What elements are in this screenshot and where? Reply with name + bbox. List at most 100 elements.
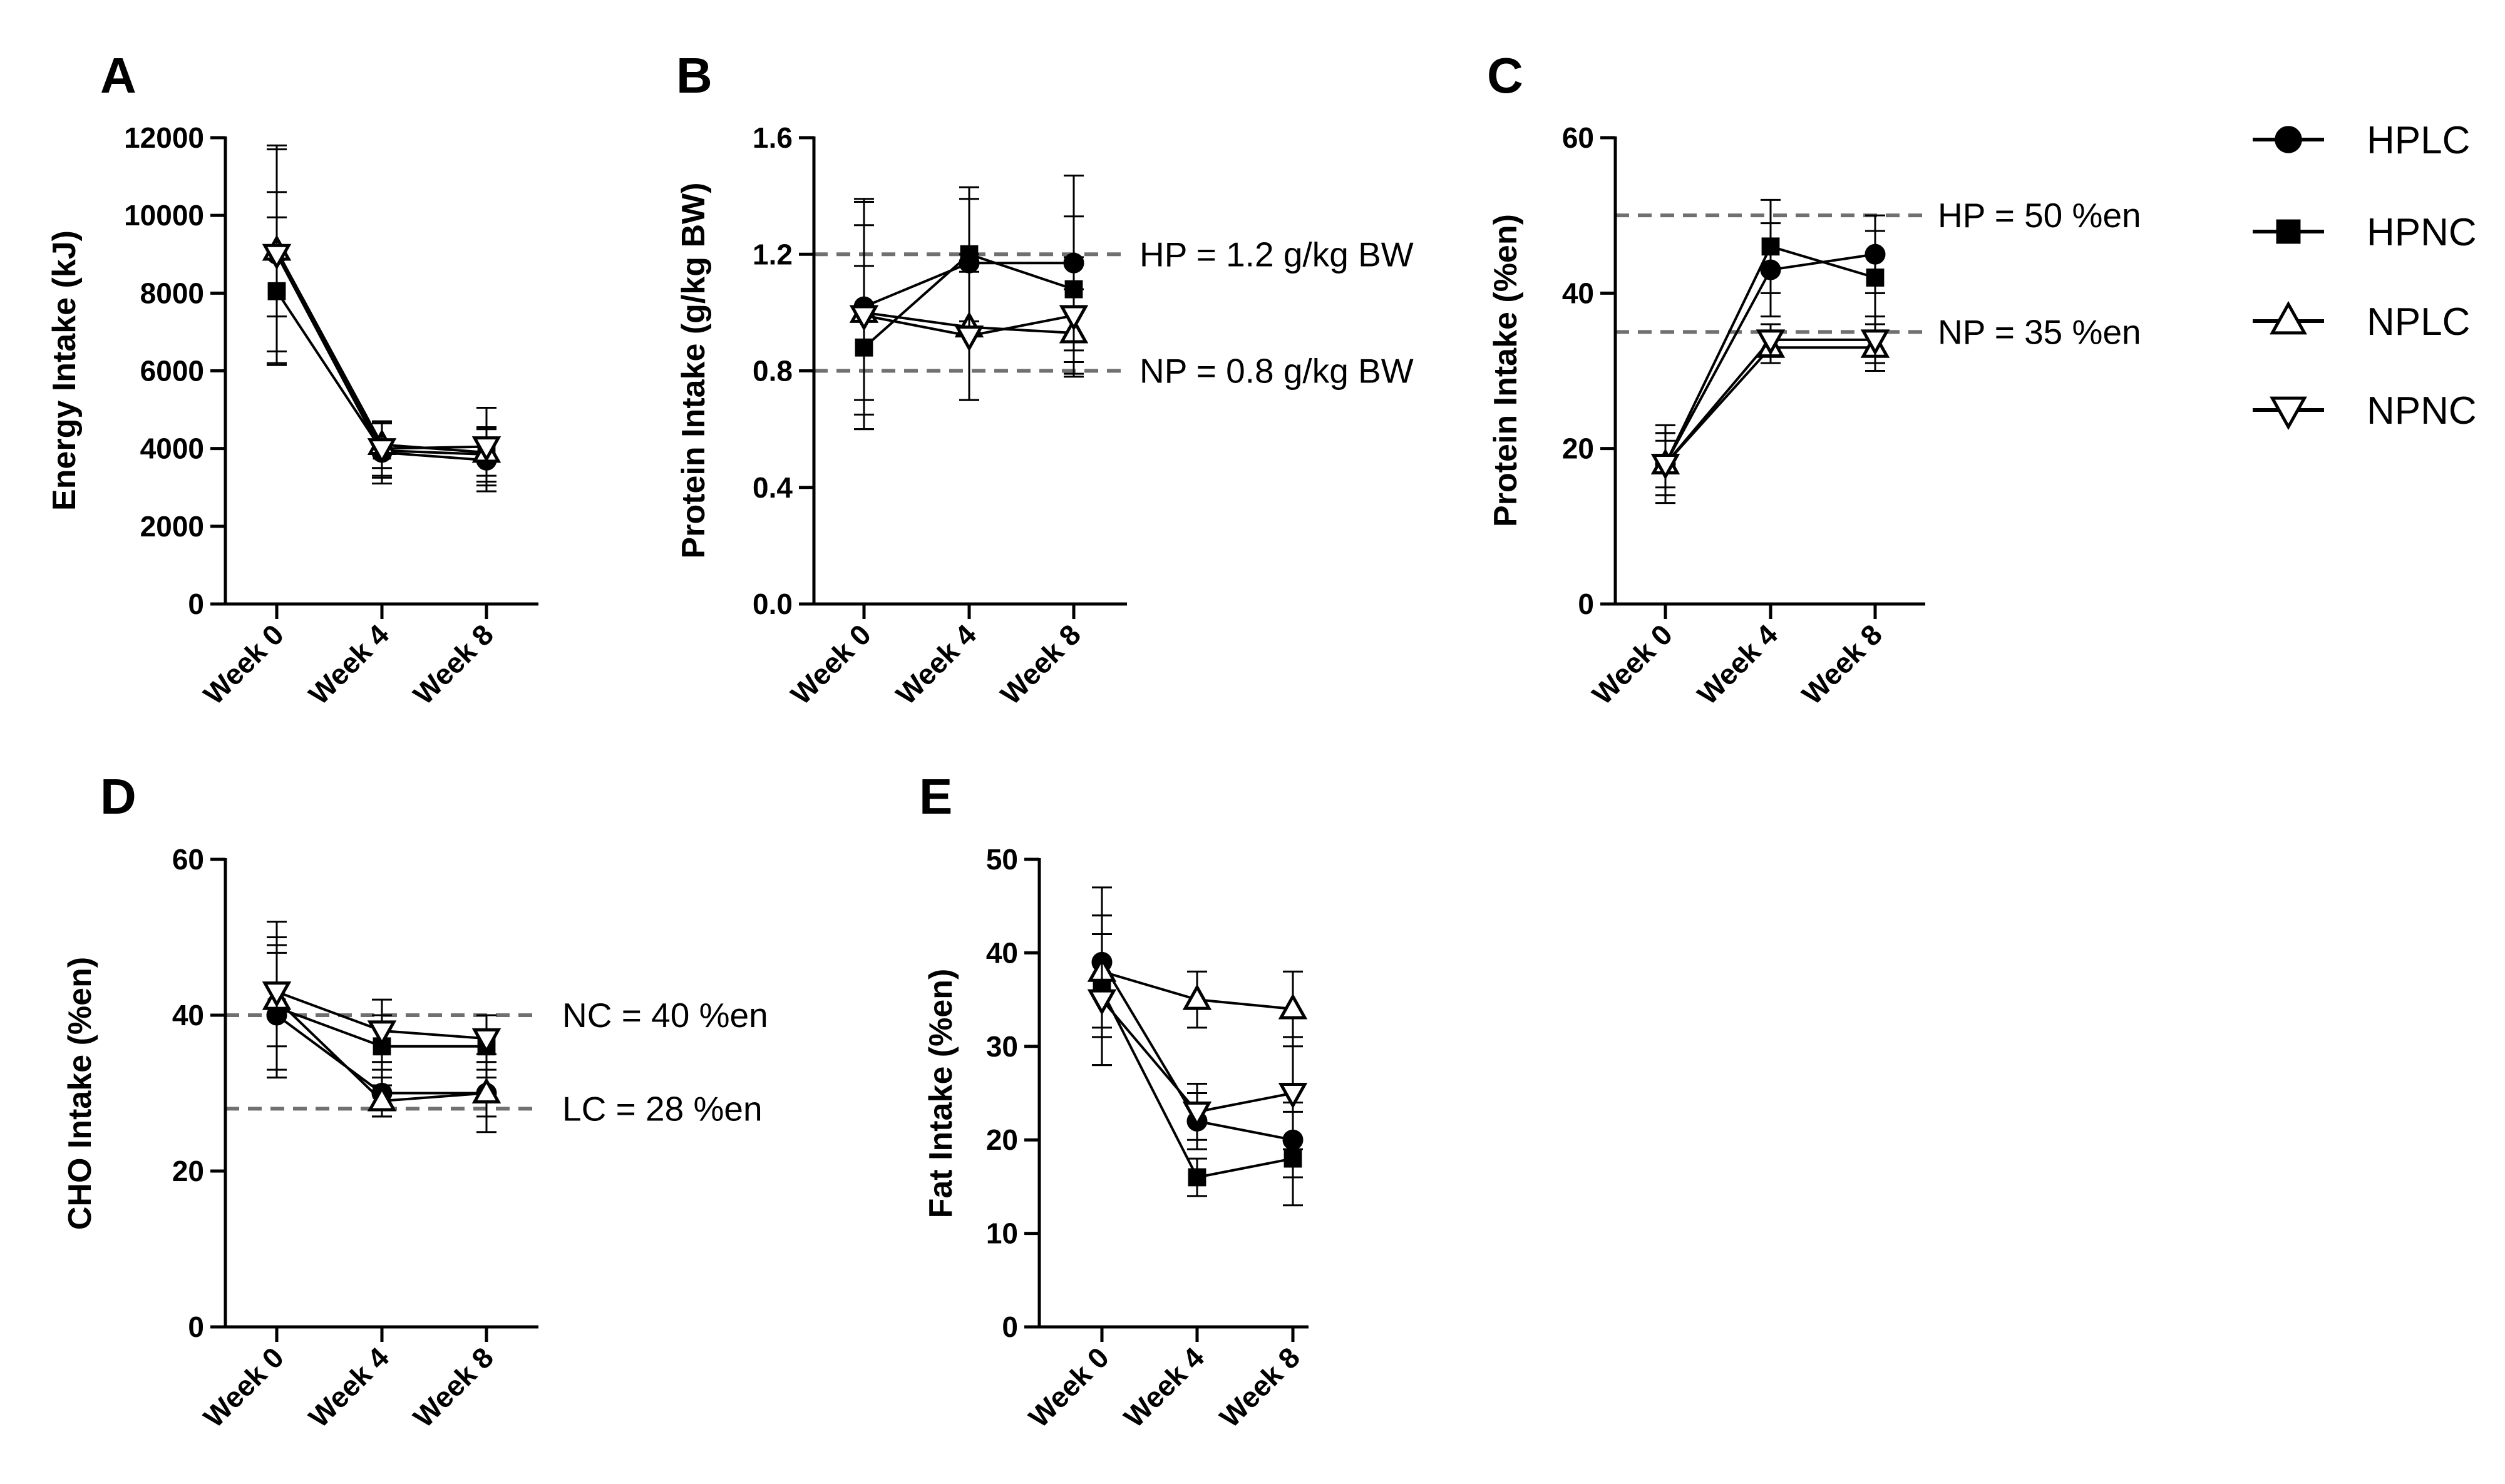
data-point xyxy=(1188,1168,1206,1187)
y-tick-label: 0.0 xyxy=(753,588,793,620)
x-tick-label: Week 0 xyxy=(1586,618,1679,710)
data-point xyxy=(367,1085,397,1112)
data-point xyxy=(1087,989,1117,1016)
y-tick-label: 60 xyxy=(1562,121,1594,154)
y-tick-label: 4000 xyxy=(140,432,204,465)
y-tick-label: 40 xyxy=(986,936,1018,969)
y-tick-label: 0 xyxy=(1578,588,1594,620)
legend-item-npnc: NPNC xyxy=(2253,389,2477,432)
panel-c: C Protein Intake (%en) HP = 50 %en NP = 35 … xyxy=(1487,48,2141,711)
legend-marker xyxy=(2275,126,2302,153)
y-tick-label: 0 xyxy=(188,588,204,620)
data-point xyxy=(1059,305,1089,332)
y-tick-label: 12000 xyxy=(124,121,204,154)
y-tick-label: 40 xyxy=(172,999,204,1031)
x-tick-label: Week 4 xyxy=(1691,618,1784,711)
y-axis-title: Protein Intake (%en) xyxy=(1488,214,1524,527)
panel-e: E Fat Intake (%en) 0 10 20 30 40 50 Week 0 Week 4… xyxy=(919,769,1309,1434)
reference-line-label: NP = 35 %en xyxy=(1938,312,2141,351)
y-axis-title: Energy Intake (kJ) xyxy=(46,230,83,511)
x-tick-label: Week 0 xyxy=(197,618,290,710)
legend-marker xyxy=(2276,219,2301,244)
panel-letter: A xyxy=(100,48,136,103)
legend: HPLC HPNC NPLC NPNC xyxy=(2253,119,2477,432)
data-point xyxy=(1182,1101,1212,1128)
y-tick-label: 8000 xyxy=(140,277,204,309)
data-point xyxy=(262,243,292,270)
y-tick-label: 6000 xyxy=(140,355,204,387)
y-tick-label: 20 xyxy=(1562,432,1594,465)
y-tick-label: 50 xyxy=(986,843,1018,876)
x-tick-label: Week 8 xyxy=(1213,1341,1306,1433)
data-point xyxy=(1182,983,1212,1010)
panel-letter: C xyxy=(1487,48,1523,103)
data-point xyxy=(849,305,879,332)
x-tick-label: Week 0 xyxy=(784,618,877,710)
y-tick-label: 30 xyxy=(986,1030,1018,1063)
legend-label: NPLC xyxy=(2367,300,2470,344)
y-tick-label: 1.6 xyxy=(753,121,793,154)
y-axis-title: CHO Intake (%en) xyxy=(62,957,98,1230)
x-tick-label: Week 0 xyxy=(197,1341,290,1433)
panel-b: B Protein Intake (g/kg BW) HP = 1.2 g/kg B… xyxy=(676,48,1414,711)
panel-letter: B xyxy=(676,48,712,103)
series-nplc xyxy=(1087,914,1308,1048)
data-point xyxy=(367,438,397,464)
x-tick-label: Week 8 xyxy=(407,1341,500,1433)
data-point xyxy=(471,436,502,463)
y-tick-label: 10000 xyxy=(124,199,204,232)
series-line xyxy=(275,253,487,450)
series-npnc xyxy=(1650,315,1890,489)
y-tick-label: 10 xyxy=(986,1217,1018,1250)
reference-line-label: NP = 0.8 g/kg BW xyxy=(1139,352,1414,391)
y-axis-title: Protein Intake (g/kg BW) xyxy=(676,183,712,559)
legend-item-hplc: HPLC xyxy=(2253,119,2470,162)
y-tick-label: 60 xyxy=(172,843,204,876)
data-point xyxy=(1761,237,1780,256)
legend-label: NPNC xyxy=(2367,389,2477,432)
x-tick-label: Week 4 xyxy=(302,618,396,711)
y-tick-label: 0.4 xyxy=(753,471,793,504)
panel-d: D CHO Intake (%en) NC = 40 %en LC = 28 %en 0… xyxy=(62,769,768,1434)
x-tick-label: Week 4 xyxy=(302,1341,396,1434)
x-tick-label: Week 4 xyxy=(890,618,983,711)
y-tick-label: 20 xyxy=(986,1123,1018,1156)
y-tick-label: 20 xyxy=(172,1155,204,1187)
reference-line-label: NC = 40 %en xyxy=(562,996,768,1035)
legend-item-nplc: NPLC xyxy=(2253,300,2470,344)
data-point xyxy=(262,981,292,1008)
legend-label: HPNC xyxy=(2367,211,2477,254)
data-point xyxy=(1278,993,1308,1020)
panel-letter: E xyxy=(919,769,952,824)
x-tick-label: Week 8 xyxy=(1796,618,1888,710)
data-point xyxy=(471,1077,502,1103)
panel-a: A Energy Intake (kJ) 0 2000 4000 6000 8000 1000… xyxy=(46,48,538,711)
data-point xyxy=(954,325,984,352)
data-point xyxy=(1756,329,1786,356)
data-point xyxy=(1860,329,1890,356)
legend-label: HPLC xyxy=(2367,119,2470,162)
legend-item-hpnc: HPNC xyxy=(2253,211,2477,254)
x-tick-label: Week 0 xyxy=(1022,1341,1115,1433)
series-npnc xyxy=(849,200,1089,431)
y-axis-title: Fat Intake (%en) xyxy=(923,969,959,1219)
x-tick-label: Week 4 xyxy=(1118,1341,1211,1434)
y-tick-label: 40 xyxy=(1562,277,1594,309)
data-point xyxy=(1866,269,1885,287)
legend-marker xyxy=(2270,300,2307,335)
y-tick-label: 0 xyxy=(1002,1311,1018,1343)
y-tick-label: 0 xyxy=(188,1311,204,1343)
reference-line-label: HP = 50 %en xyxy=(1938,196,2141,235)
series-npnc xyxy=(1087,933,1308,1150)
legend-marker xyxy=(2270,396,2307,431)
x-tick-label: Week 8 xyxy=(994,618,1087,710)
data-point xyxy=(367,1020,397,1047)
series-hpnc xyxy=(1092,914,1303,1207)
reference-line-label: LC = 28 %en xyxy=(562,1089,763,1128)
y-tick-label: 2000 xyxy=(140,510,204,543)
series-npnc xyxy=(262,191,502,487)
y-tick-label: 0.8 xyxy=(753,355,793,387)
reference-line-label: HP = 1.2 g/kg BW xyxy=(1139,235,1414,274)
data-point xyxy=(1650,454,1680,480)
